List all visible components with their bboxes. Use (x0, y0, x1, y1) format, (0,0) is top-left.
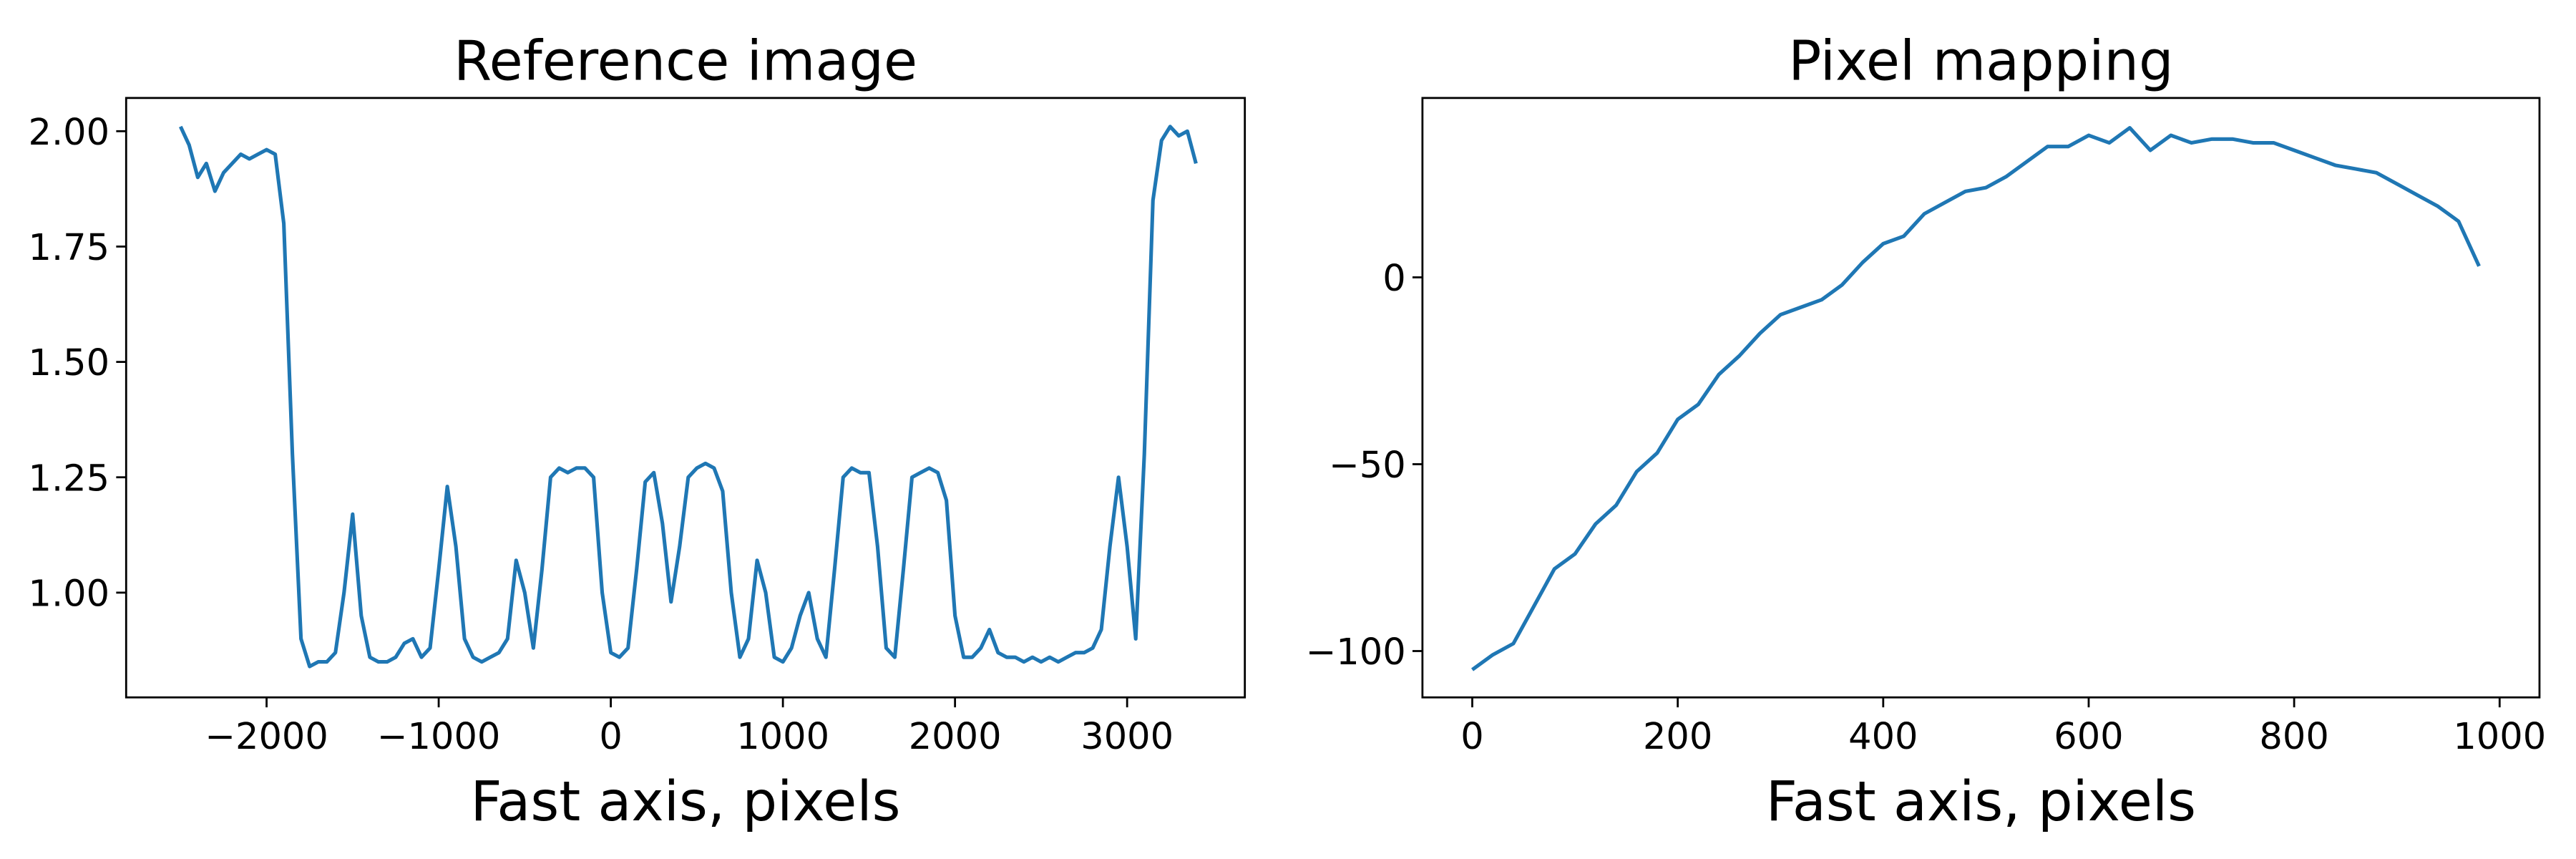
y-tick-label: −50 (1329, 445, 1406, 487)
y-tick-label: 0 (1382, 258, 1405, 300)
x-tick-label: 1000 (736, 716, 829, 758)
y-tick-label: 1.00 (28, 573, 109, 615)
x-tick-label: 3000 (1080, 716, 1174, 758)
x-tick-label: −1000 (377, 716, 501, 758)
axes-frame (125, 97, 1246, 699)
x-tick-label: 200 (1643, 716, 1712, 758)
x-tick-label: −2000 (205, 716, 328, 758)
chart-title: Pixel mapping (1788, 29, 2173, 93)
y-tick-label: 2.00 (28, 112, 109, 154)
axes-frame (1421, 97, 2541, 699)
x-axis-label: Fast axis, pixels (1766, 770, 2196, 834)
x-axis-label: Fast axis, pixels (470, 770, 900, 834)
y-tick-label: −100 (1306, 631, 1406, 674)
data-line (1471, 126, 2481, 671)
x-tick-label: 0 (1460, 716, 1483, 758)
x-tick-label: 1000 (2453, 716, 2546, 758)
data-line (178, 125, 1198, 669)
y-tick-label: 1.75 (28, 227, 109, 269)
x-tick-label: 800 (2259, 716, 2328, 758)
y-tick-label: 1.25 (28, 457, 109, 500)
y-tick-label: 1.50 (28, 342, 109, 384)
x-tick-label: 400 (1848, 716, 1918, 758)
x-tick-label: 600 (2054, 716, 2123, 758)
x-tick-label: 2000 (909, 716, 1002, 758)
x-tick-label: 0 (599, 716, 622, 758)
chart-title: Reference image (454, 29, 917, 93)
